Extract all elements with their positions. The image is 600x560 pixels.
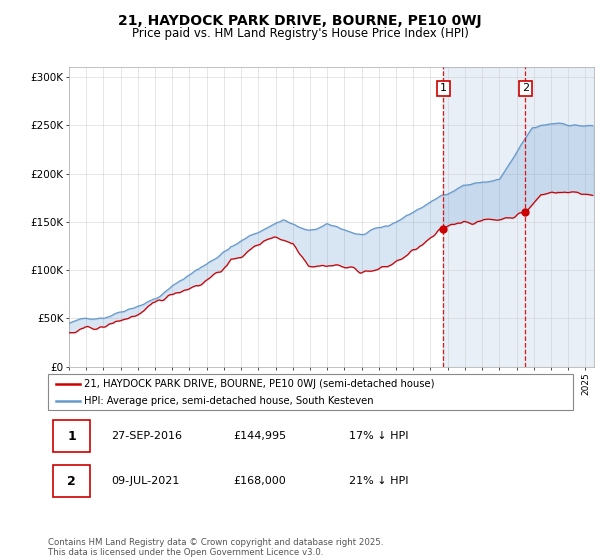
Text: 1: 1	[67, 430, 76, 443]
Text: £144,995: £144,995	[233, 431, 286, 441]
Text: 21, HAYDOCK PARK DRIVE, BOURNE, PE10 0WJ (semi-detached house): 21, HAYDOCK PARK DRIVE, BOURNE, PE10 0WJ…	[84, 379, 434, 389]
FancyBboxPatch shape	[53, 420, 90, 452]
Text: 2: 2	[522, 83, 529, 94]
Text: 09-JUL-2021: 09-JUL-2021	[112, 476, 180, 486]
Text: 1: 1	[440, 83, 447, 94]
Text: £168,000: £168,000	[233, 476, 286, 486]
Text: 17% ↓ HPI: 17% ↓ HPI	[349, 431, 409, 441]
Bar	[443, 67, 594, 367]
Text: 2: 2	[67, 474, 76, 488]
FancyBboxPatch shape	[48, 374, 573, 410]
Text: Price paid vs. HM Land Registry's House Price Index (HPI): Price paid vs. HM Land Registry's House …	[131, 27, 469, 40]
FancyBboxPatch shape	[53, 465, 90, 497]
Text: 21% ↓ HPI: 21% ↓ HPI	[349, 476, 409, 486]
Text: 21, HAYDOCK PARK DRIVE, BOURNE, PE10 0WJ: 21, HAYDOCK PARK DRIVE, BOURNE, PE10 0WJ	[118, 14, 482, 28]
Text: HPI: Average price, semi-detached house, South Kesteven: HPI: Average price, semi-detached house,…	[84, 396, 373, 406]
Text: 27-SEP-2016: 27-SEP-2016	[112, 431, 182, 441]
Text: Contains HM Land Registry data © Crown copyright and database right 2025.
This d: Contains HM Land Registry data © Crown c…	[48, 538, 383, 557]
